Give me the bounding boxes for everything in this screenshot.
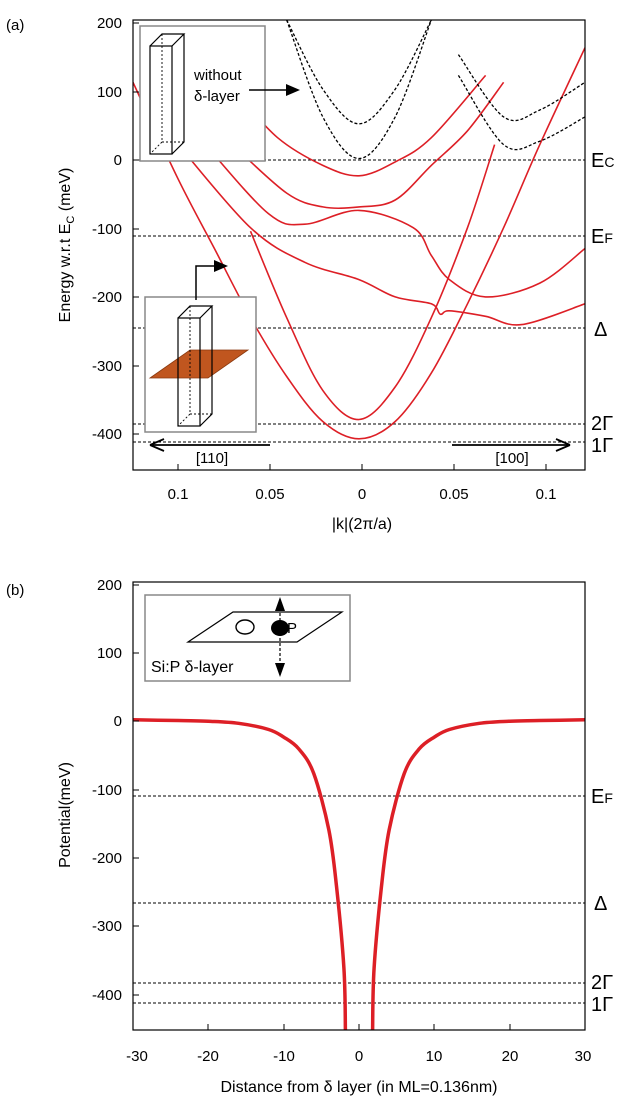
panel-b-xticks: -30 -20 -10 0 10 20 30 <box>126 1024 591 1065</box>
ytick-label: 0 <box>114 713 122 730</box>
ytick-label: 200 <box>97 577 122 594</box>
series-line-a-3 <box>204 144 585 298</box>
ef-label: EF <box>591 786 613 808</box>
delta-layer-plane-icon <box>148 349 250 379</box>
inset-top-line1: without <box>193 67 242 84</box>
gamma2-label: 2Γ <box>591 413 613 435</box>
panel-b-series <box>133 718 585 1030</box>
dir-100-label: [100] <box>495 450 528 467</box>
ytick-label: -100 <box>92 782 122 799</box>
inset-top-line2: δ-layer <box>194 88 240 105</box>
panel-a-level-labels: EC EF Δ 2Γ 1Γ <box>591 150 614 457</box>
arrow-100-head <box>555 438 571 452</box>
panel-a-xticks: 0.1 0.05 0 0.05 0.1 <box>168 464 557 503</box>
panel-a-yticks: 200 100 0 -100 -200 -300 -400 <box>92 15 139 443</box>
gamma1-label: 1Γ <box>591 435 613 457</box>
xtick-label: 0.05 <box>255 486 284 503</box>
wire-box-icon <box>177 305 214 427</box>
xtick-label: 0 <box>355 1048 363 1065</box>
series-line-a-6 <box>286 20 432 160</box>
donor-label: P <box>287 620 297 637</box>
xtick-label: 0.1 <box>536 486 557 503</box>
inset-top-arrowhead <box>286 84 300 96</box>
xtick-label: 0 <box>358 486 366 503</box>
panel-b-level-labels: EF Δ 2Γ 1Γ <box>591 786 613 1016</box>
panel-b-dashed-levels <box>133 795 585 1004</box>
delta-plane-icon <box>186 611 344 643</box>
ytick-label: 0 <box>114 152 122 169</box>
series-line-b-1 <box>370 718 585 1030</box>
arrow-up-icon <box>275 597 285 611</box>
series-line-a-2 <box>177 144 585 326</box>
inset-label: Si:P δ-layer <box>151 659 234 676</box>
xtick-label: 0.1 <box>168 486 189 503</box>
xtick-label: 10 <box>426 1048 443 1065</box>
ytick-label: -100 <box>92 221 122 238</box>
arrow-110-head <box>149 438 165 452</box>
panel-a-xlabel: |k|(2π/a) <box>332 516 392 533</box>
ytick-label: -300 <box>92 918 122 935</box>
gamma2-label: 2Γ <box>591 972 613 994</box>
panel-a-label: (a) <box>6 17 24 34</box>
panel-a-ylabel: Energy w.r.t EC (meV) <box>57 168 77 323</box>
dir-110-label: [110] <box>196 450 228 467</box>
inset-bottom-connector <box>195 265 218 300</box>
series-line-a-5 <box>231 74 487 177</box>
panel-b-yticks: 200 100 0 -100 -200 -300 -400 <box>92 577 139 1004</box>
series-line-a-0 <box>133 47 585 440</box>
ytick-label: -300 <box>92 358 122 375</box>
panel-b-xlabel: Distance from δ layer (in ML=0.136nm) <box>220 1079 497 1096</box>
ytick-label: -200 <box>92 289 122 306</box>
panel-a: (a) 200 100 0 -100 -200 -300 -400 <box>6 15 614 533</box>
series-line-b-0 <box>133 718 348 1030</box>
ytick-label: -200 <box>92 850 122 867</box>
vacancy-circle-icon <box>235 619 255 635</box>
delta-label: Δ <box>594 319 607 341</box>
wire-box-icon <box>149 33 186 155</box>
panel-a-frame <box>132 19 586 471</box>
panel-a-series <box>133 20 585 440</box>
panel-b-label: (b) <box>6 582 24 599</box>
gamma1-label: 1Γ <box>591 994 613 1016</box>
xtick-label: -10 <box>273 1048 295 1065</box>
ytick-label: 200 <box>97 15 122 32</box>
series-line-a-8 <box>457 75 585 151</box>
ec-label: EC <box>591 150 614 172</box>
ytick-label: 100 <box>97 84 122 101</box>
inset-sip-delta-layer: P Si:P δ-layer <box>144 594 351 682</box>
inset-box <box>139 25 266 162</box>
ef-label: EF <box>591 226 613 248</box>
series-line-a-4 <box>231 81 505 210</box>
inset-with-delta <box>144 260 257 433</box>
series-line-a-7 <box>286 20 432 125</box>
xtick-label: 0.05 <box>439 486 468 503</box>
xtick-label: -30 <box>126 1048 148 1065</box>
xtick-label: -20 <box>197 1048 219 1065</box>
panel-b-ylabel: Potential(meV) <box>57 762 74 868</box>
ytick-label: -400 <box>92 987 122 1004</box>
arrow-down-icon <box>275 663 285 677</box>
ytick-label: 100 <box>97 645 122 662</box>
inset-box <box>144 594 351 682</box>
xtick-label: 30 <box>575 1048 592 1065</box>
panel-b: (b) 200 100 0 -100 -200 -300 -400 <box>6 577 613 1096</box>
delta-label: Δ <box>594 893 607 915</box>
xtick-label: 20 <box>502 1048 519 1065</box>
inset-without-delta: without δ-layer <box>139 25 300 162</box>
ytick-label: -400 <box>92 426 122 443</box>
inset-bottom-arrowhead <box>214 260 228 272</box>
series-line-a-1 <box>249 144 496 421</box>
direction-arrows: [110] [100] <box>149 438 571 467</box>
